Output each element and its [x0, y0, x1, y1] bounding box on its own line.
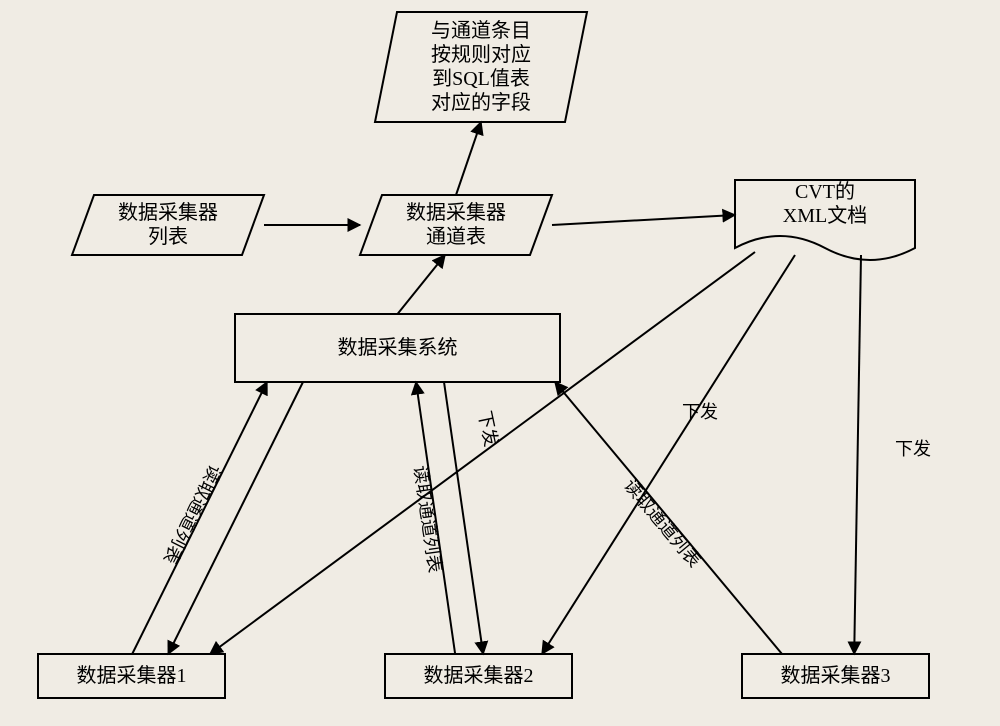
node-collector3: 数据采集器3	[742, 654, 929, 698]
node-label: 数据采集系统	[338, 336, 458, 359]
edge	[210, 252, 755, 654]
node-collector2: 数据采集器2	[385, 654, 572, 698]
node-sql_map: 与通道条目按规则对应到SQL值表对应的字段	[375, 12, 587, 122]
node-label: XML文档	[783, 204, 867, 227]
node-cvt_xml: CVT的XML文档	[735, 180, 915, 260]
node-label: 通道表	[426, 225, 486, 248]
edge	[456, 122, 481, 195]
node-collector1: 数据采集器1	[38, 654, 225, 698]
node-channel_table: 数据采集器通道表	[360, 195, 552, 255]
node-collector_list: 数据采集器列表	[72, 195, 264, 255]
node-label: 按规则对应	[431, 43, 531, 66]
node-label: 到SQL值表	[432, 67, 530, 90]
node-system: 数据采集系统	[235, 314, 560, 382]
edge	[854, 255, 861, 654]
node-label: 数据采集器1	[77, 664, 187, 687]
node-label: 数据采集器3	[781, 664, 891, 687]
node-label: CVT的	[795, 180, 855, 203]
edge-label: 读取通道列表	[620, 475, 705, 571]
node-label: 数据采集器	[118, 201, 218, 224]
edge-label: 下发	[895, 439, 931, 459]
node-label: 对应的字段	[431, 91, 531, 114]
node-label: 数据采集器2	[424, 664, 534, 687]
node-label: 与通道条目	[431, 19, 531, 42]
edge-label: 读取通道列表	[159, 462, 225, 568]
edge	[552, 215, 735, 225]
edge	[398, 255, 446, 314]
edge-label: 读取通道列表	[410, 464, 445, 574]
node-label: 数据采集器	[406, 201, 506, 224]
node-label: 列表	[148, 225, 188, 248]
edge-label: 下发	[682, 402, 718, 422]
